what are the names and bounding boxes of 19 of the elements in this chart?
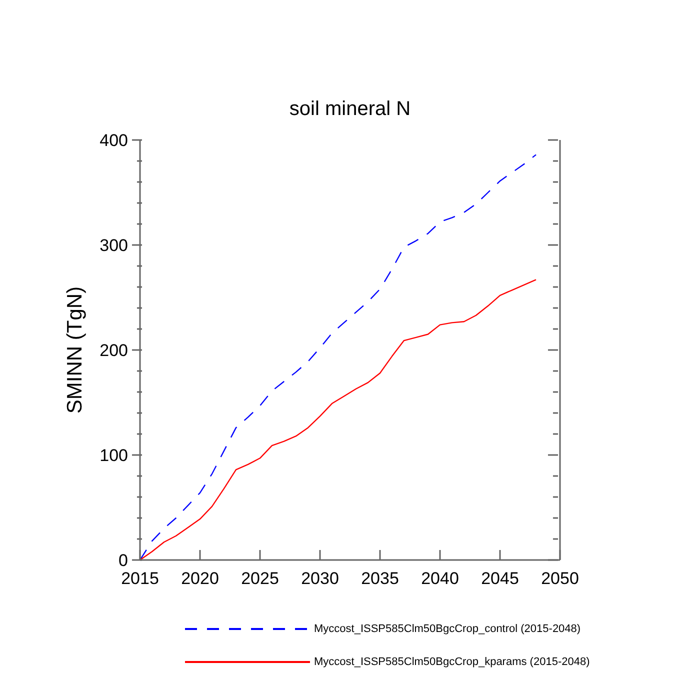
chart-title: soil mineral N	[288, 98, 412, 121]
y-tick-label: 300	[100, 236, 128, 255]
x-tick-label: 2030	[301, 569, 339, 588]
legend-label: Myccost_ISSP585Clm50BgcCrop_control (2015-2048)	[314, 622, 581, 634]
y-axis-title: SMINN (TgN)	[63, 286, 86, 414]
y-tick-label: 0	[118, 551, 128, 570]
x-tick-label: 2015	[121, 569, 159, 588]
line-series	[140, 154, 537, 560]
y-tick-label: 200	[100, 341, 128, 360]
x-tick-label: 2040	[421, 569, 459, 588]
y-tick-label: 400	[100, 131, 128, 150]
x-tick-label: 2035	[361, 569, 399, 588]
line-series	[140, 279, 537, 560]
legend-label: Myccost_ISSP585Clm50BgcCrop_kparams (2015-2048)	[314, 656, 590, 668]
x-tick-label: 2050	[541, 569, 579, 588]
y-tick-label: 100	[100, 446, 128, 465]
x-tick-label: 2025	[241, 569, 279, 588]
x-tick-label: 2020	[181, 569, 219, 588]
x-tick-label: 2045	[481, 569, 519, 588]
